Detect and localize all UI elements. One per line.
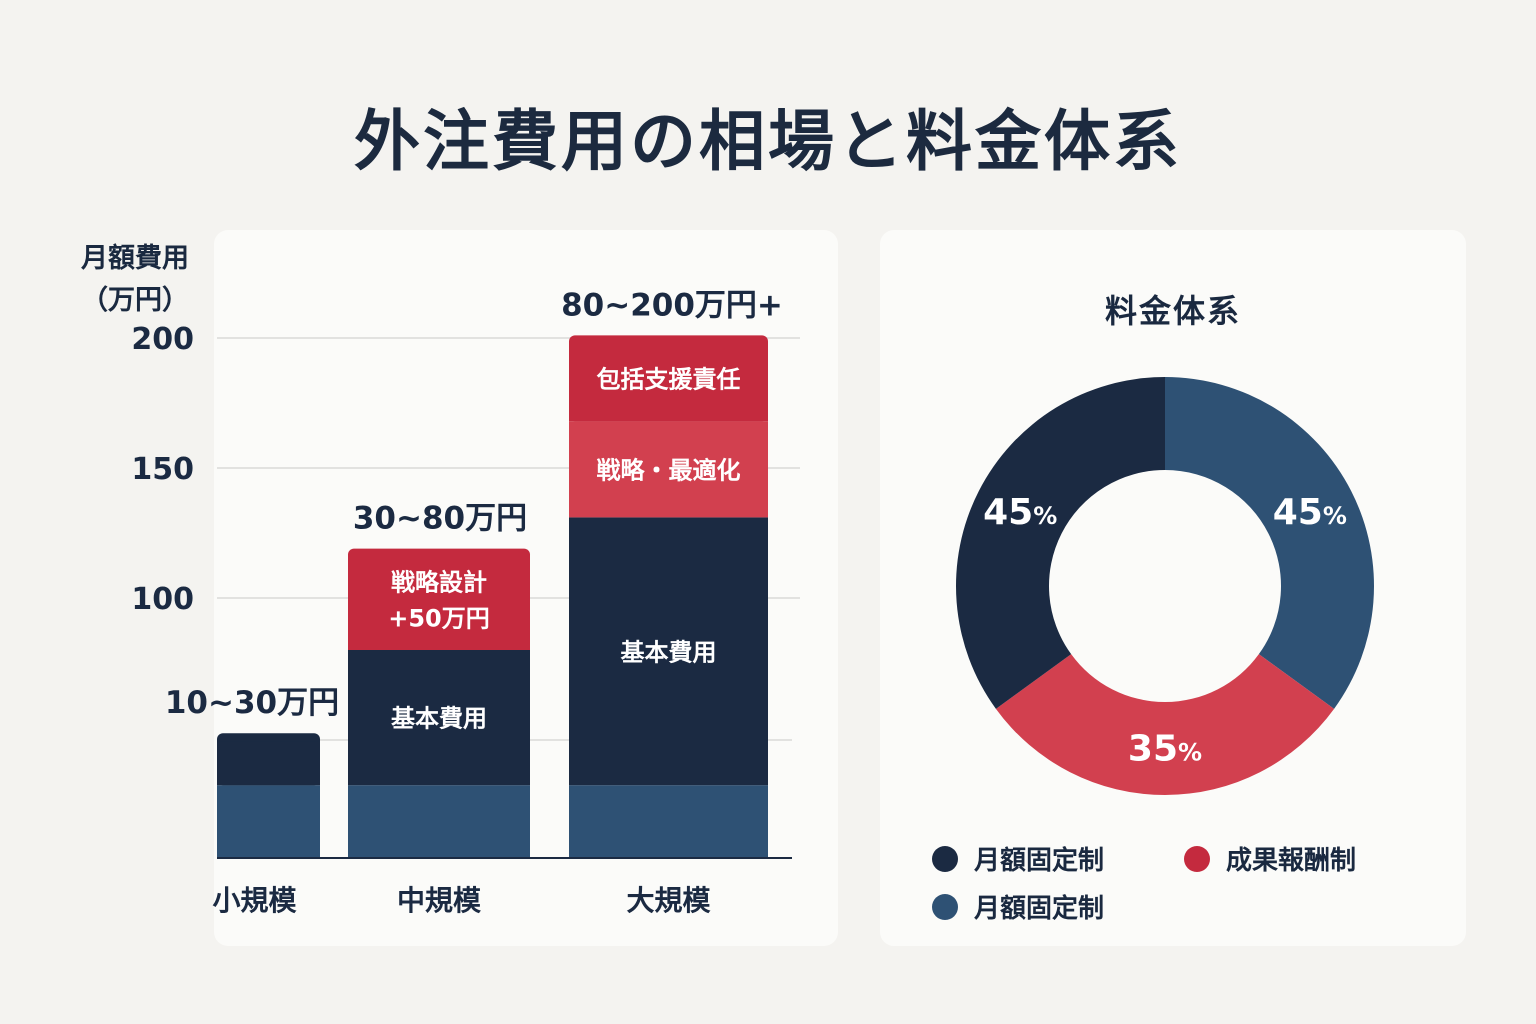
range-label-2: 30~80万円 bbox=[353, 501, 527, 537]
y-axis-label-line-2: （万円） bbox=[81, 285, 189, 316]
bar-3-segment-2 bbox=[569, 517, 768, 786]
pie-slice-label-2: 35% bbox=[1128, 729, 1202, 770]
legend-item-3: 月額固定制 bbox=[932, 888, 1104, 925]
bar-1-segment-1 bbox=[217, 785, 320, 858]
range-label-3: 80~200万円+ bbox=[561, 287, 783, 323]
legend-swatch-1 bbox=[932, 845, 958, 872]
x-category-label-2: 中規模 bbox=[397, 884, 482, 917]
bar-3-segment-label: 包括支援責任 bbox=[597, 365, 741, 393]
pie-slice-label-3: 45% bbox=[983, 492, 1057, 533]
page-title: 外注費用の相場と料金体系 bbox=[354, 103, 1182, 180]
bar-3-segment-label: 基本費用 bbox=[621, 638, 717, 666]
y-axis-label-line-1: 月額費用 bbox=[81, 243, 189, 274]
legend-label-2: 成果報酬制 bbox=[1226, 846, 1357, 876]
pie-slice-label-1: 45% bbox=[1273, 492, 1347, 533]
y-tick-label-100: 100 bbox=[131, 582, 194, 617]
bar-3-segment-3 bbox=[569, 421, 768, 518]
pie-slice-2 bbox=[995, 654, 1335, 795]
bar-3-segment-4-fill bbox=[569, 343, 768, 422]
legend-label-1: 月額固定制 bbox=[974, 846, 1105, 876]
y-tick-label-150: 150 bbox=[131, 452, 194, 487]
bar-2-segment-2 bbox=[348, 650, 530, 786]
legend-item-2: 成果報酬制 bbox=[1184, 840, 1356, 877]
y-axis-label: 月額費用 （万円） bbox=[60, 238, 210, 322]
bar-2-segment-3-fill bbox=[348, 556, 530, 650]
legend-swatch-3 bbox=[932, 893, 958, 920]
bar-2-segment-1 bbox=[348, 785, 530, 858]
x-category-label-1: 小規模 bbox=[212, 884, 297, 917]
legend-swatch-2 bbox=[1184, 845, 1210, 872]
pie-slice-1 bbox=[1165, 376, 1374, 709]
pie-title: 料金体系 bbox=[1104, 292, 1241, 330]
bar-2-segment-label: +50万円 bbox=[388, 604, 490, 632]
bar-2-segment-label: 基本費用 bbox=[391, 705, 487, 733]
pie-slice-3 bbox=[956, 376, 1165, 709]
legend-label-3: 月額固定制 bbox=[974, 894, 1105, 924]
x-category-label-3: 大規模 bbox=[626, 884, 711, 917]
bar-2-segment-label: 戦略設計 bbox=[391, 568, 487, 596]
bar-1-segment-2-fill bbox=[217, 741, 320, 786]
range-label-1: 10~30万円 bbox=[165, 685, 339, 721]
bar-3-segment-1 bbox=[569, 785, 768, 858]
bar-3-segment-label: 戦略・最適化 bbox=[597, 456, 741, 484]
legend-item-1: 月額固定制 bbox=[932, 840, 1104, 877]
y-tick-label-200: 200 bbox=[131, 322, 194, 357]
